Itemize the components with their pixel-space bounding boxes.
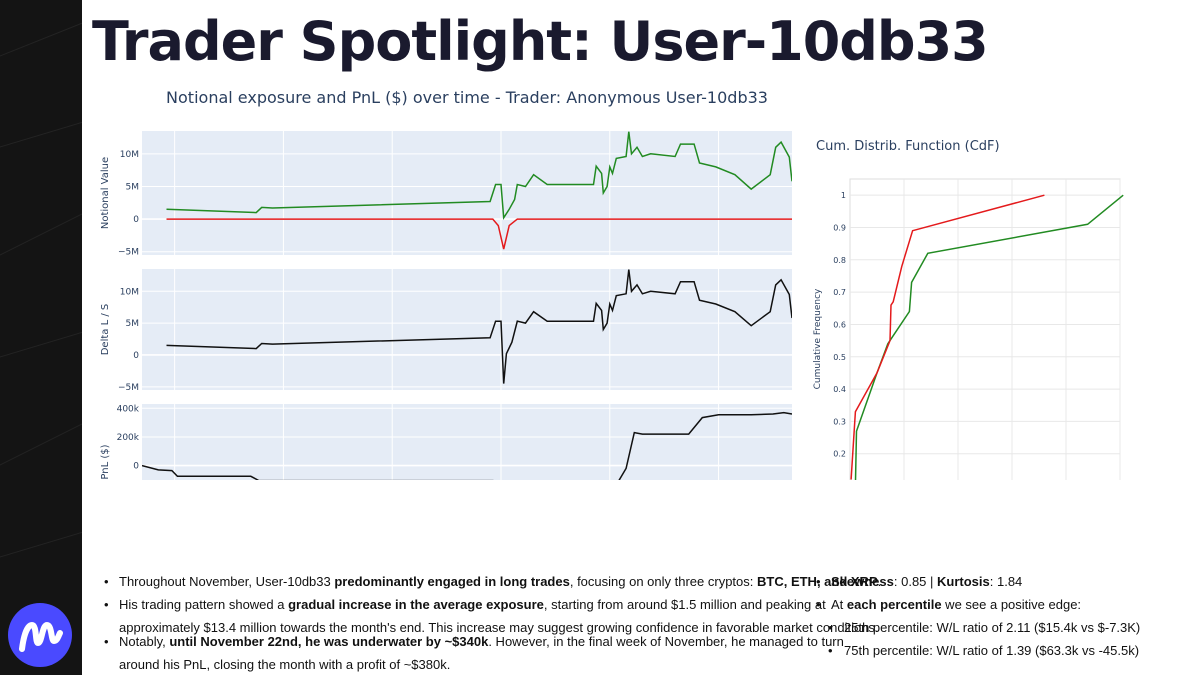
cdf-y-tick: 0.3 bbox=[833, 417, 846, 426]
y-tick-label: 400k bbox=[117, 404, 140, 414]
cdf-y-axis-label: Cumulative Frequency bbox=[813, 288, 823, 389]
charts-area: Notional exposure and PnL ($) over time … bbox=[100, 88, 1124, 480]
page-title: Trader Spotlight: User-10db33 bbox=[92, 10, 989, 73]
bullet-pnl-continued: around his PnL, closing the month with a… bbox=[119, 657, 451, 672]
cdf-y-tick: 0.6 bbox=[833, 320, 846, 329]
y-tick-label: 10M bbox=[120, 150, 139, 160]
insights-list-right: Skewness: 0.85 | Kurtosis: 1.84 At each … bbox=[816, 570, 1081, 616]
y-tick-label: 5M bbox=[126, 182, 140, 192]
texture-pattern bbox=[0, 22, 82, 558]
y-tick-label: −5M bbox=[118, 248, 139, 258]
cdf-y-tick: 0.5 bbox=[833, 353, 846, 362]
y-tick-label: 5M bbox=[126, 319, 140, 329]
cdf-y-tick: 1 bbox=[841, 191, 846, 200]
y-tick-label: −5M bbox=[118, 383, 139, 393]
cdf-line-loss bbox=[850, 194, 1045, 480]
panel-bg bbox=[142, 269, 792, 390]
brand-logo bbox=[8, 603, 72, 667]
panel-delta: 10M 5M 0 −5M Delta L / S bbox=[100, 269, 792, 393]
bullet-pnl-turnaround: Notably, until November 22nd, he was und… bbox=[104, 630, 844, 653]
y-tick-label: 200k bbox=[117, 433, 140, 443]
cdf-y-tick: 0.4 bbox=[833, 385, 846, 394]
cdf-y-tick: 0.7 bbox=[833, 288, 846, 297]
y-axis-label: Delta L / S bbox=[100, 304, 111, 356]
bullet-75th-percentile: 75th percentile: W/L ratio of 1.39 ($63.… bbox=[816, 639, 1140, 662]
y-axis-label: Notional Value bbox=[100, 157, 111, 229]
insights-list-left-2: Notably, until November 22nd, he was und… bbox=[104, 630, 844, 653]
main-chart-title: Notional exposure and PnL ($) over time … bbox=[166, 88, 768, 107]
cdf-title: Cum. Distrib. Function (CdF) bbox=[816, 139, 1000, 154]
bullet-stats: Skewness: 0.85 | Kurtosis: 1.84 bbox=[816, 570, 1081, 593]
y-axis-label: PnL ($) bbox=[100, 444, 111, 479]
left-decorative-bar bbox=[0, 0, 82, 675]
percentile-sublist: 25th percentile: W/L ratio of 2.11 ($15.… bbox=[816, 616, 1140, 662]
series-line-pnl- bbox=[142, 411, 792, 480]
panel-bg bbox=[142, 404, 792, 480]
bullet-percentile: At each percentile we see a positive edg… bbox=[816, 593, 1081, 616]
insights-list-left: Throughout November, User-10db33 predomi… bbox=[104, 570, 881, 616]
cdf-plot-bg bbox=[849, 178, 1121, 480]
cdf-y-tick: 0.2 bbox=[833, 450, 846, 459]
cdf-chart: 0.10.20.30.40.50.60.70.80.9150k100k150k2… bbox=[813, 178, 1124, 480]
series-line-rolling-5-short-notional bbox=[166, 218, 792, 250]
series-line-rolling-5-notional-delta bbox=[166, 269, 792, 384]
cdf-y-tick: 0.9 bbox=[833, 223, 846, 232]
bullet-25th-percentile: 25th percentile: W/L ratio of 2.11 ($15.… bbox=[816, 616, 1140, 639]
logo-m-icon bbox=[19, 622, 63, 652]
panel-notional: 10M 5M 0 −5M Notional Value bbox=[100, 131, 792, 258]
cdf-y-tick: 0.8 bbox=[833, 256, 846, 265]
y-tick-label: 0 bbox=[133, 351, 139, 361]
y-tick-label: 0 bbox=[133, 215, 139, 225]
bullet-long-trades: Throughout November, User-10db33 predomi… bbox=[104, 570, 881, 593]
panel-bg bbox=[142, 131, 792, 255]
bullet-exposure: His trading pattern showed a gradual inc… bbox=[104, 593, 881, 616]
y-tick-label: 0 bbox=[133, 462, 139, 472]
cdf-line-win bbox=[854, 194, 1124, 480]
series-line-rolling-5-long-notional bbox=[166, 131, 792, 221]
y-tick-label: 10M bbox=[120, 287, 139, 297]
